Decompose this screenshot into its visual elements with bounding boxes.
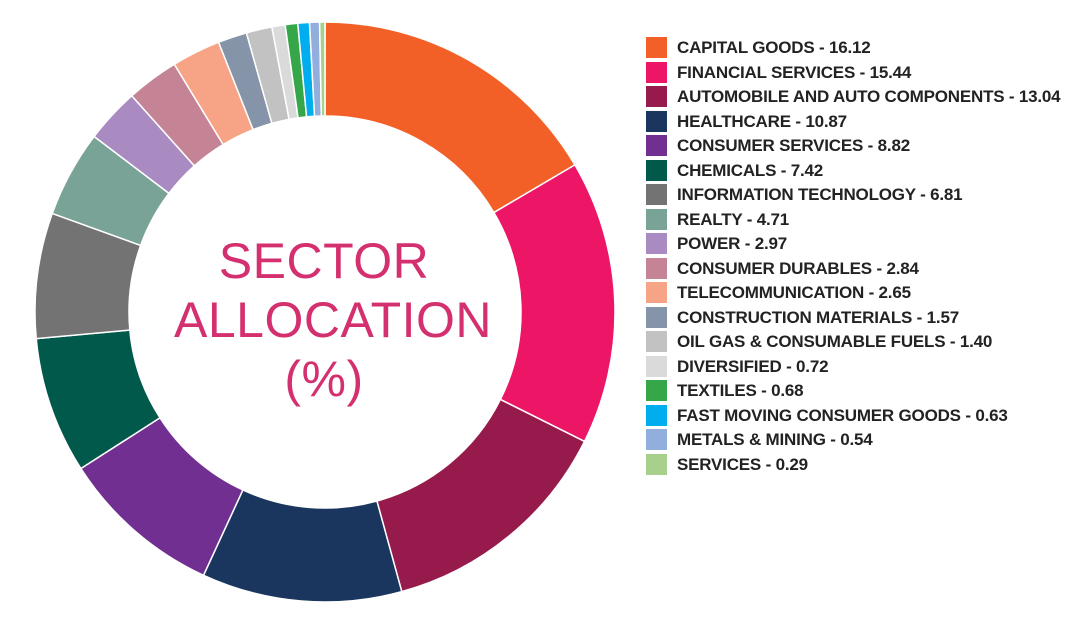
legend-label: CAPITAL GOODS - 16.12 <box>677 38 871 57</box>
legend-label: DIVERSIFIED - 0.72 <box>677 356 829 376</box>
legend-item: FINANCIAL SERVICES - 15.44 <box>646 61 1086 86</box>
legend-label: CONSTRUCTION MATERIALS - 1.57 <box>677 307 959 327</box>
legend-item: DIVERSIFIED - 0.72 <box>646 355 1086 380</box>
chart-title-line-2: ALLOCATION <box>174 292 493 348</box>
legend-label: HEALTHCARE - 10.87 <box>677 111 847 131</box>
legend-label: CONSUMER DURABLES - 2.84 <box>677 258 919 278</box>
legend-swatch <box>646 37 667 58</box>
legend-item: AUTOMOBILE AND AUTO COMPONENTS - 13.04 <box>646 85 1086 110</box>
legend-label: AUTOMOBILE AND AUTO COMPONENTS - 13.04 <box>677 87 1061 106</box>
legend-swatch <box>646 404 667 426</box>
legend-swatch <box>646 429 667 450</box>
legend-label: FINANCIAL SERVICES - 15.44 <box>677 62 912 82</box>
legend-swatch <box>646 110 667 132</box>
donut-slice <box>493 164 616 443</box>
legend-label: CHEMICALS - 7.42 <box>677 160 824 180</box>
chart-legend: CAPITAL GOODS - 16.12 FINANCIAL SERVICES … <box>646 36 1086 477</box>
legend-swatch <box>646 380 667 401</box>
legend-item: CONSUMER DURABLES - 2.84 <box>646 257 1086 282</box>
legend-swatch <box>646 159 667 181</box>
chart-title: SECTOR ALLOCATION (%) <box>174 232 493 409</box>
legend-item: HEALTHCARE - 10.87 <box>646 110 1086 135</box>
donut-slice <box>324 21 576 214</box>
legend-label: INFORMATION TECHNOLOGY - 6.81 <box>677 185 963 204</box>
legend-label: FAST MOVING CONSUMER GOODS - 0.63 <box>677 405 1008 425</box>
legend-swatch <box>646 184 667 205</box>
sector-donut-chart <box>34 21 616 603</box>
legend-item: TEXTILES - 0.68 <box>646 379 1086 404</box>
legend-label: REALTY - 4.71 <box>677 209 790 229</box>
legend-swatch <box>646 355 667 377</box>
legend-item: CHEMICALS - 7.42 <box>646 159 1086 184</box>
legend-label: SERVICES - 0.29 <box>677 454 808 474</box>
legend-swatch <box>646 453 667 475</box>
legend-item: FAST MOVING CONSUMER GOODS - 0.63 <box>646 404 1086 429</box>
legend-item: CONSUMER SERVICES - 8.82 <box>646 134 1086 159</box>
legend-item: INFORMATION TECHNOLOGY - 6.81 <box>646 183 1086 208</box>
legend-swatch <box>646 282 667 303</box>
donut-slice <box>376 398 586 593</box>
legend-swatch <box>646 233 667 254</box>
legend-swatch <box>646 86 667 107</box>
legend-item: POWER - 2.97 <box>646 232 1086 257</box>
legend-label: TEXTILES - 0.68 <box>677 381 804 400</box>
legend-item: OIL GAS & CONSUMABLE FUELS - 1.40 <box>646 330 1086 355</box>
chart-title-line-3: (%) <box>284 351 364 407</box>
legend-swatch <box>646 306 667 328</box>
legend-item: TELECOMMUNICATION - 2.65 <box>646 281 1086 306</box>
legend-swatch <box>646 208 667 230</box>
chart-title-line-1: SECTOR <box>218 233 430 289</box>
legend-item: REALTY - 4.71 <box>646 208 1086 233</box>
legend-item: METALS & MINING - 0.54 <box>646 428 1086 453</box>
legend-swatch <box>646 257 667 279</box>
legend-label: TELECOMMUNICATION - 2.65 <box>677 283 911 302</box>
legend-label: OIL GAS & CONSUMABLE FUELS - 1.40 <box>677 332 993 351</box>
legend-item: SERVICES - 0.29 <box>646 453 1086 478</box>
legend-swatch <box>646 331 667 352</box>
legend-label: CONSUMER SERVICES - 8.82 <box>677 136 910 155</box>
legend-label: POWER - 2.97 <box>677 234 788 253</box>
legend-item: CAPITAL GOODS - 16.12 <box>646 36 1086 61</box>
legend-swatch <box>646 135 667 156</box>
legend-item: CONSTRUCTION MATERIALS - 1.57 <box>646 306 1086 331</box>
legend-swatch <box>646 61 667 83</box>
donut-slice <box>318 21 326 117</box>
legend-label: METALS & MINING - 0.54 <box>677 430 873 449</box>
